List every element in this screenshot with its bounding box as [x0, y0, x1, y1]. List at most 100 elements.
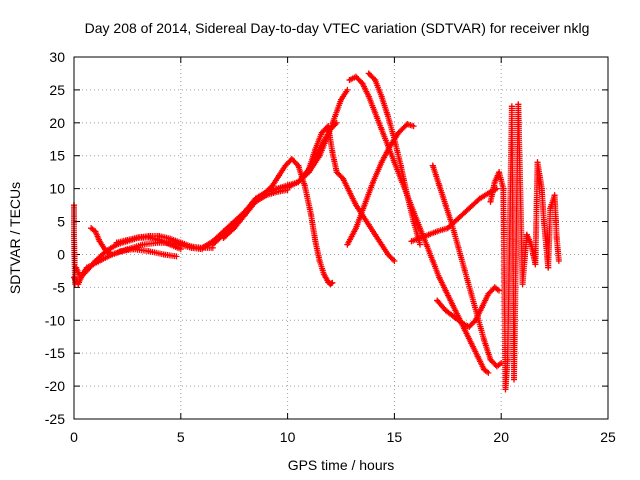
- y-tick-label: -20: [45, 378, 65, 394]
- data-point: [177, 246, 184, 253]
- data-point: [404, 192, 411, 199]
- x-tick-label: 15: [387, 429, 403, 445]
- series-arc-late-dip: [434, 284, 503, 330]
- data-point: [92, 228, 99, 235]
- data-point: [410, 218, 417, 225]
- data-point: [156, 233, 163, 240]
- data-point: [436, 274, 443, 281]
- data-point: [547, 205, 554, 212]
- data-point: [461, 267, 468, 274]
- data-point: [455, 215, 462, 222]
- y-tick-label: -25: [45, 411, 65, 427]
- y-axis-label: SDTVAR / TECUs: [7, 182, 23, 294]
- data-point: [312, 146, 319, 153]
- data-point: [417, 235, 424, 241]
- data-point: [384, 113, 391, 120]
- data-point: [177, 239, 184, 246]
- data-point: [252, 198, 259, 205]
- data-point: [318, 129, 325, 136]
- data-point: [117, 248, 124, 255]
- series-trace: [408, 186, 499, 245]
- data-point: [397, 162, 404, 169]
- series-arc-early-3: [88, 225, 180, 260]
- data-point: [391, 159, 398, 166]
- data-point: [485, 290, 492, 297]
- data-point: [269, 182, 276, 189]
- data-point: [474, 353, 481, 360]
- x-tick-label: 5: [177, 429, 185, 445]
- data-point: [461, 327, 468, 334]
- data-point: [378, 126, 385, 133]
- data-point: [312, 238, 319, 245]
- y-tick-labels: -25 -20 -15 -10 -5 0 5 10 15 20 25 30: [45, 49, 65, 427]
- data-point: [455, 244, 462, 251]
- data-point: [378, 241, 385, 248]
- data-point: [408, 238, 415, 245]
- data-point: [83, 267, 90, 274]
- data-point: [284, 184, 291, 191]
- data-point: [384, 251, 391, 258]
- data-point: [451, 313, 458, 320]
- series-late-scatter: [487, 101, 562, 393]
- series-arc-rise-1: [199, 186, 291, 251]
- data-point: [466, 205, 473, 212]
- data-point: [333, 169, 340, 176]
- data-point: [442, 307, 449, 314]
- data-point: [145, 248, 152, 255]
- data-point: [160, 251, 167, 258]
- data-point: [344, 241, 351, 248]
- x-tick-label: 20: [493, 429, 509, 445]
- series-arc-cross-up: [344, 121, 417, 248]
- data-point: [429, 162, 436, 169]
- data-point: [295, 162, 302, 169]
- plot-frame: [73, 56, 609, 420]
- data-point: [301, 182, 308, 189]
- data-point: [472, 317, 479, 324]
- data-point: [491, 284, 498, 291]
- data-point: [476, 195, 483, 202]
- data-point: [188, 243, 195, 250]
- data-point: [295, 179, 302, 186]
- data-point: [288, 156, 295, 163]
- data-point: [395, 129, 402, 136]
- y-tick-label: 30: [49, 49, 65, 65]
- data-point: [329, 279, 336, 286]
- data-point: [124, 236, 131, 243]
- x-tick-label: 25: [600, 429, 616, 445]
- data-point: [378, 159, 385, 166]
- data-point: [496, 169, 503, 176]
- data-point: [320, 271, 327, 278]
- series-arc-peak-12: [305, 123, 398, 265]
- data-point: [481, 366, 488, 373]
- x-tick-label: 10: [280, 429, 296, 445]
- series-arc-peak-10: [263, 156, 336, 288]
- data-point: [139, 241, 146, 248]
- data-point: [485, 369, 492, 376]
- x-axis-label: GPS time / hours: [288, 457, 395, 473]
- y-tick-label: 10: [49, 181, 65, 197]
- data-point: [540, 218, 547, 225]
- y-tick-label: 15: [49, 148, 65, 164]
- data-point: [404, 121, 411, 128]
- data-point: [135, 234, 142, 241]
- data-point: [361, 202, 368, 209]
- data-point: [352, 202, 359, 209]
- data-point: [449, 300, 456, 307]
- data-point: [352, 73, 359, 80]
- y-tick-label: 0: [57, 246, 65, 262]
- data-point: [316, 258, 323, 265]
- y-tick-label: 20: [49, 115, 65, 131]
- data-point: [340, 175, 347, 182]
- data-point: [466, 323, 473, 330]
- data-point: [372, 231, 379, 238]
- data-point: [372, 109, 379, 116]
- data-point: [276, 172, 283, 179]
- data-point: [338, 96, 344, 103]
- data-point: [346, 188, 353, 195]
- data-point: [491, 179, 498, 186]
- data-point: [551, 192, 558, 199]
- series-trace: [487, 101, 562, 393]
- data-point: [442, 202, 449, 209]
- data-point: [365, 221, 372, 228]
- data-point: [173, 253, 180, 260]
